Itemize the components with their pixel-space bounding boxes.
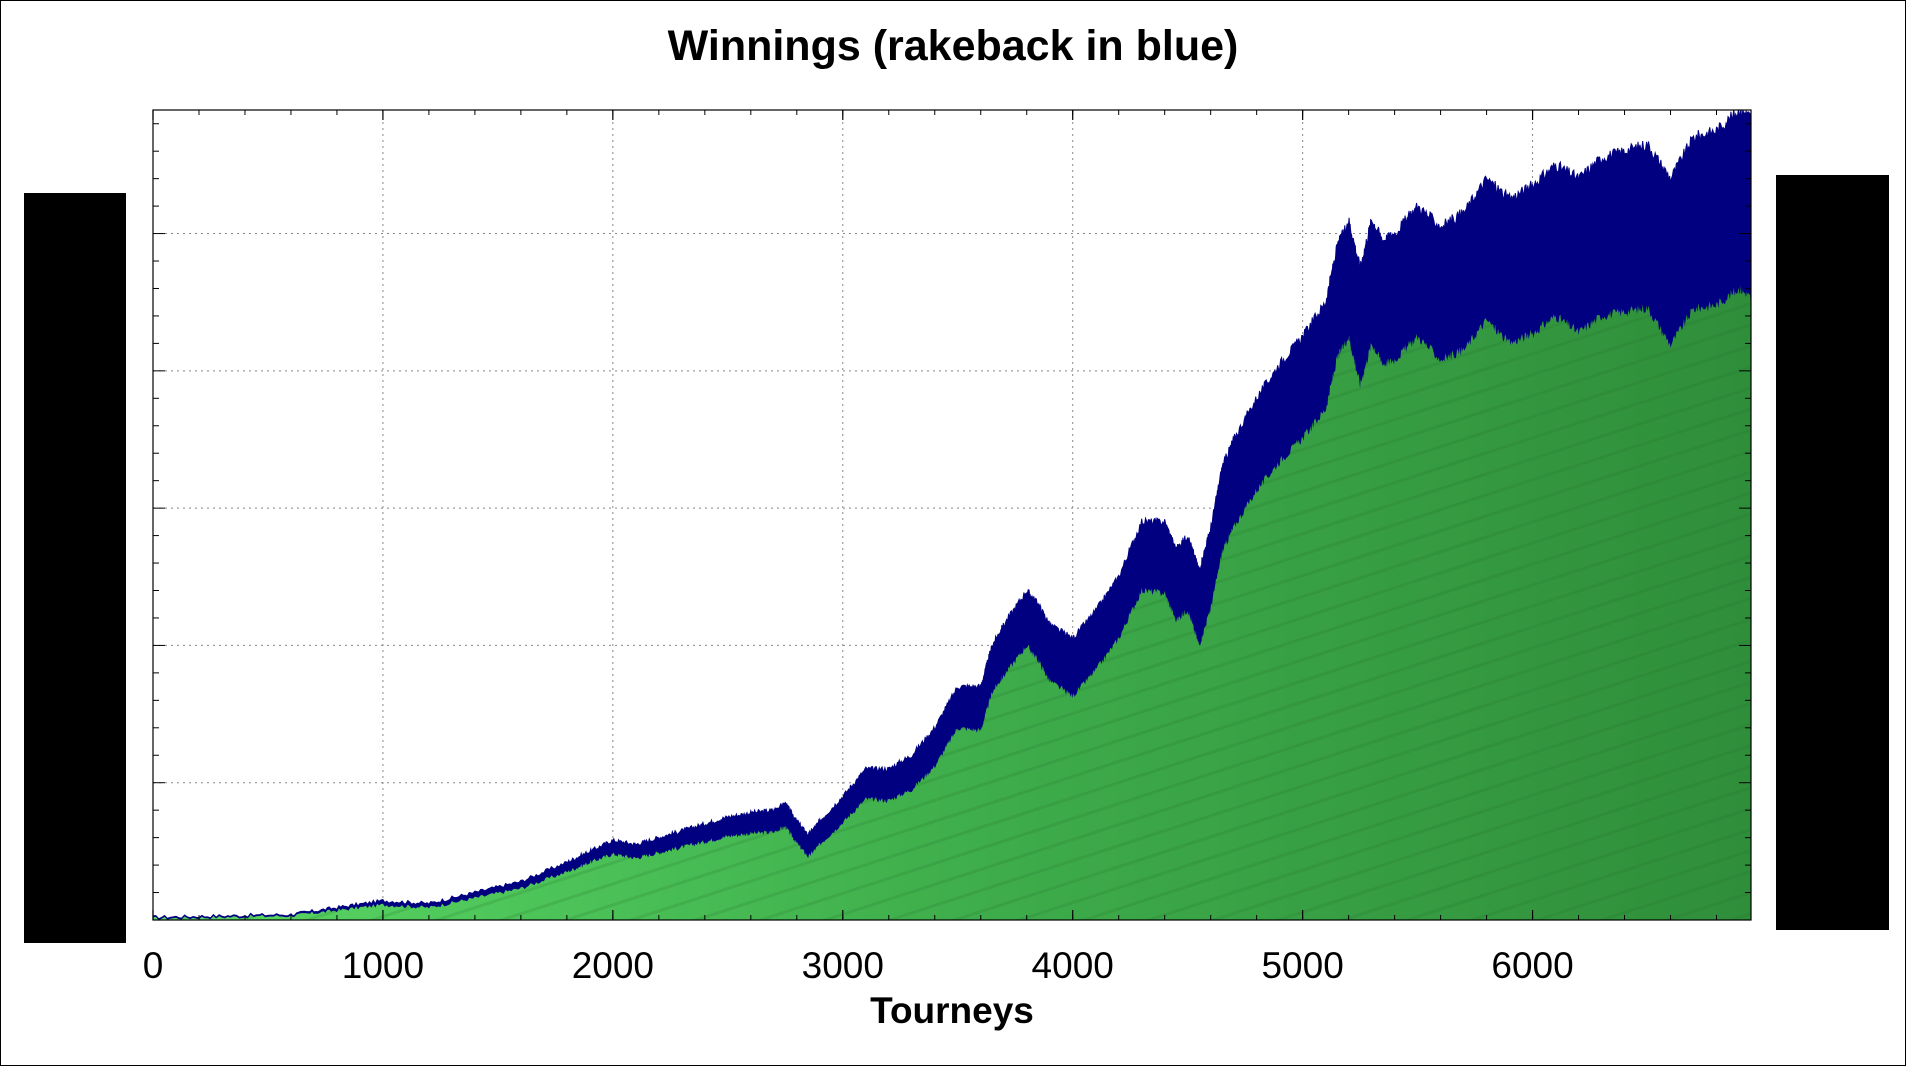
x-tick-label: 3000 <box>802 945 884 986</box>
winnings-series-texture <box>153 285 1751 920</box>
x-tick-label: 4000 <box>1032 945 1114 986</box>
x-tick-label: 2000 <box>572 945 654 986</box>
x-tick-labels: 0 1000 2000 3000 4000 5000 6000 <box>143 945 1574 986</box>
series-layer <box>153 110 1751 920</box>
x-tick-label: 6000 <box>1491 945 1573 986</box>
plot-border <box>152 109 1752 921</box>
x-axis-label: Tourneys <box>870 990 1034 1031</box>
chart-title: Winnings (rakeback in blue) <box>667 22 1239 70</box>
redaction-bar-left <box>24 193 126 943</box>
x-tick-label: 5000 <box>1261 945 1343 986</box>
x-tick-label: 0 <box>143 945 164 986</box>
redaction-bar-right <box>1776 175 1889 930</box>
axis-ticks <box>152 110 1751 921</box>
x-tick-label: 1000 <box>342 945 424 986</box>
